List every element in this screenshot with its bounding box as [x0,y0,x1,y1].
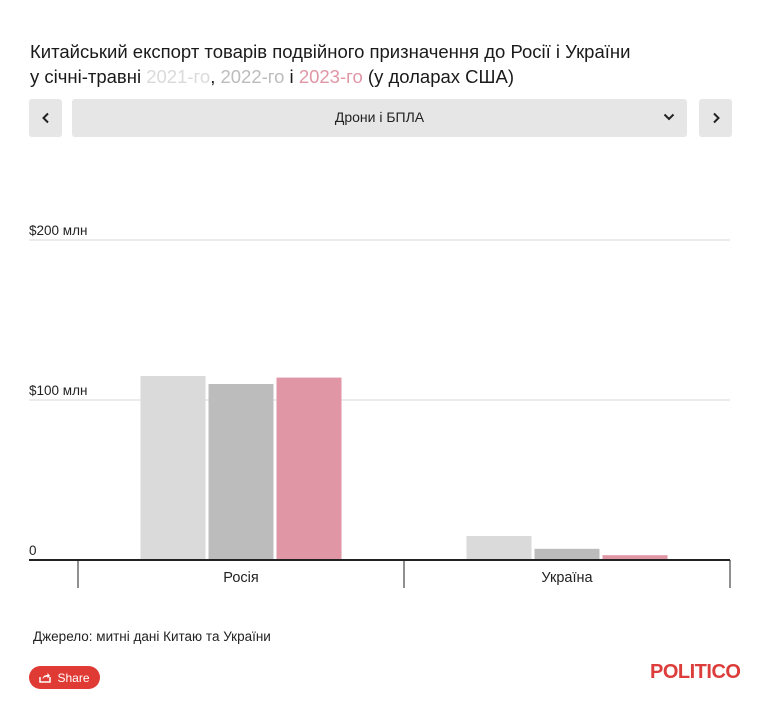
politico-logo: POLITICO [650,661,741,683]
title-line2-suffix: (у доларах США) [362,66,514,87]
next-category-button[interactable] [699,99,732,137]
chart-title: Китайський експорт товарів подвійного пр… [30,39,750,89]
title-year-2022: 2022-го [220,66,285,87]
share-button[interactable]: Share [29,666,100,689]
bar-russia-2021-го [140,376,206,560]
y-tick-label: $100 млн [29,383,87,398]
x-tick-label: Росія [223,570,258,586]
chevron-down-icon [663,113,675,121]
source-note: Джерело: митні дані Китаю та України [33,629,271,644]
bar-chart: 0 $100 млн $200 млн Росія Україна [29,223,731,588]
bar-ukraine-2022-го [534,548,600,560]
bar-ukraine-2023-го [602,555,668,560]
title-year-2023: 2023-го [298,66,363,87]
x-tick-label: Україна [541,570,593,586]
title-sep1: , [210,66,221,87]
share-icon [39,673,52,683]
y-tick-label: 0 [29,543,37,558]
chart-area: 0 $100 млн $200 млн Росія Україна [0,180,764,600]
category-select-value: Дрони і БПЛА [334,109,425,125]
chevron-left-icon [41,112,49,124]
bar-russia-2022-го [208,384,274,560]
title-sep2: і [284,66,299,87]
y-tick-label: $200 млн [29,223,87,238]
category-controls: Дрони і БПЛА [29,99,732,137]
prev-category-button[interactable] [29,99,62,137]
bar-ukraine-2021-го [466,536,532,560]
title-line1: Китайський експорт товарів подвійного пр… [30,41,631,62]
chevron-right-icon [712,112,720,124]
bar-russia-2023-го [276,377,342,560]
category-select[interactable]: Дрони і БПЛА [72,99,687,137]
title-year-2021: 2021-го [146,66,211,87]
share-label: Share [57,670,90,685]
title-line2-prefix: у січні-травні [30,66,147,87]
